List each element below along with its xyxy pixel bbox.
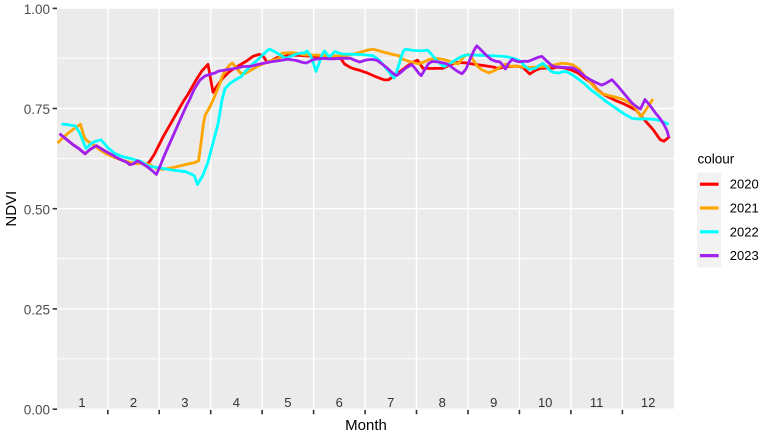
svg-text:NDVI: NDVI — [3, 191, 20, 227]
svg-text:1.00: 1.00 — [24, 2, 50, 17]
svg-text:Month: Month — [345, 417, 387, 434]
svg-text:8: 8 — [439, 395, 446, 410]
svg-text:2022: 2022 — [730, 224, 759, 239]
svg-text:2023: 2023 — [730, 248, 759, 263]
svg-text:12: 12 — [641, 395, 655, 410]
svg-text:colour: colour — [698, 152, 735, 167]
svg-text:11: 11 — [590, 395, 604, 410]
svg-text:9: 9 — [490, 395, 497, 410]
svg-text:4: 4 — [233, 395, 240, 410]
svg-text:10: 10 — [538, 395, 552, 410]
svg-text:0.50: 0.50 — [24, 202, 50, 217]
svg-text:0.00: 0.00 — [24, 403, 50, 418]
svg-text:2: 2 — [130, 395, 137, 410]
svg-text:2020: 2020 — [730, 177, 759, 192]
svg-text:0.25: 0.25 — [24, 302, 50, 317]
svg-text:0.75: 0.75 — [24, 102, 50, 117]
svg-text:7: 7 — [387, 395, 394, 410]
svg-text:3: 3 — [181, 395, 188, 410]
svg-text:2021: 2021 — [730, 201, 759, 216]
svg-text:1: 1 — [78, 395, 85, 410]
svg-text:6: 6 — [336, 395, 343, 410]
svg-text:5: 5 — [284, 395, 291, 410]
